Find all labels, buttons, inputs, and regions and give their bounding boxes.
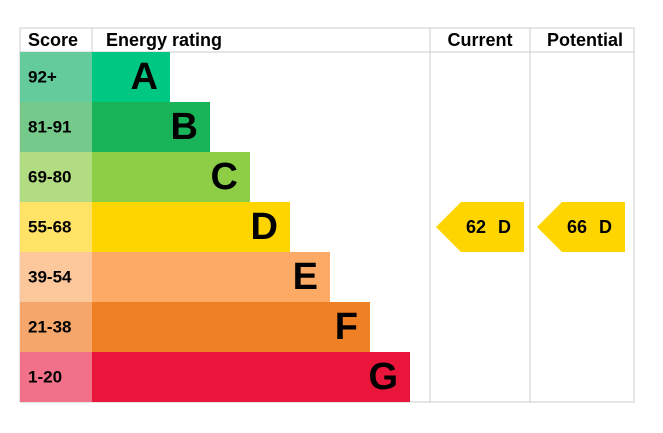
score-label: 55-68 [28,217,71,236]
score-label: 1-20 [28,367,62,386]
score-label: 81-91 [28,117,71,136]
score-cell [20,252,92,302]
score-cell [20,302,92,352]
score-cell [20,152,92,202]
current-score: 62 [466,217,486,237]
rating-letter: B [171,106,198,148]
rating-bar [92,102,210,152]
header-potential: Potential [547,30,623,50]
potential-letter: D [599,217,612,237]
score-cell [20,352,92,402]
rating-letter: A [131,56,158,98]
potential-arrow [537,202,625,252]
score-label: 69-80 [28,167,71,186]
potential-score: 66 [567,217,587,237]
score-label: 39-54 [28,267,72,286]
rating-bar [92,52,170,102]
rating-letter: C [211,156,238,198]
score-cell [20,202,92,252]
current-letter: D [498,217,511,237]
score-label: 21-38 [28,317,71,336]
rating-letter: G [368,356,398,398]
score-cell [20,102,92,152]
score-label: 92+ [28,67,57,86]
rating-letter: D [251,206,278,248]
header-rating: Energy rating [106,30,222,50]
rating-bar [92,152,250,202]
rating-bar [92,302,370,352]
header-score: Score [28,30,78,50]
rating-bar [92,352,410,402]
header-current: Current [447,30,512,50]
rating-letter: E [293,256,318,298]
rating-bar [92,252,330,302]
rating-bar [92,202,290,252]
score-cell [20,52,92,102]
rating-letter: F [335,306,358,348]
current-arrow [436,202,524,252]
